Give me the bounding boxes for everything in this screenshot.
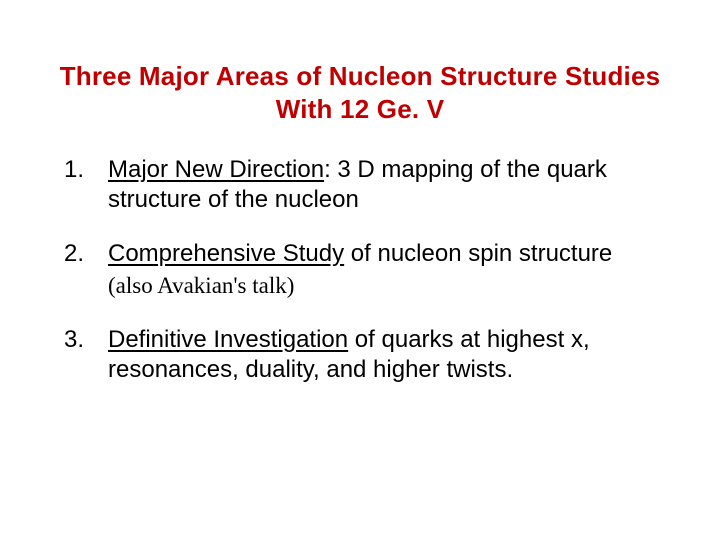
item-lead: Definitive Investigation bbox=[108, 326, 348, 353]
list-item: Major New Direction: 3 D mapping of the … bbox=[50, 155, 670, 215]
list-item: Comprehensive Study of nucleon spin stru… bbox=[50, 239, 670, 301]
points-list: Major New Direction: 3 D mapping of the … bbox=[50, 155, 670, 385]
item-rest: of nucleon spin structure bbox=[344, 240, 612, 267]
item-lead: Comprehensive Study bbox=[108, 240, 344, 267]
item-sub: (also Avakian's talk) bbox=[108, 271, 670, 301]
slide-title: Three Major Areas of Nucleon Structure S… bbox=[50, 60, 670, 125]
slide: Three Major Areas of Nucleon Structure S… bbox=[0, 0, 720, 540]
item-lead: Major New Direction bbox=[108, 156, 324, 183]
list-item: Definitive Investigation of quarks at hi… bbox=[50, 325, 670, 385]
